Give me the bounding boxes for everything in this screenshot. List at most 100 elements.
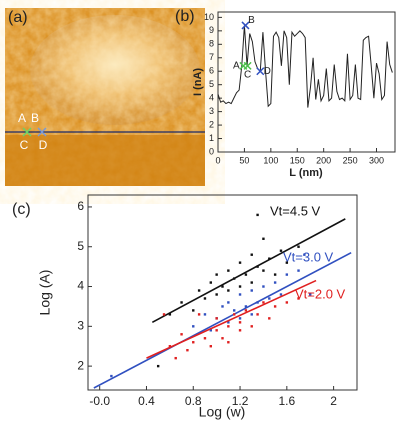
y-tick-label: 2 [209, 119, 214, 129]
scatter-point [244, 309, 248, 312]
scatter-point [238, 317, 242, 320]
cross [243, 61, 252, 70]
scatter-point [197, 313, 201, 316]
y-axis-label: I (nA) [192, 68, 204, 96]
y-tick-label: 4 [209, 93, 214, 103]
scatter-point [209, 329, 213, 332]
panel-label: (b) [175, 8, 195, 25]
y-tick-label: 8 [209, 39, 214, 49]
fit-line [146, 279, 317, 359]
scatter-point [273, 273, 277, 276]
marker-label: C [20, 138, 29, 152]
scatter-point [285, 261, 289, 264]
x-tick-label: -0.0 [89, 394, 110, 408]
scatter-point [238, 329, 242, 332]
series-label: Vt=4.5 V [270, 203, 321, 218]
scatter-point [285, 301, 289, 304]
scatter-point [192, 309, 195, 312]
y-tick-label: 10 [204, 12, 214, 22]
y-tick-label: 6 [209, 66, 214, 76]
scatter-point [180, 301, 183, 304]
scatter-point [268, 257, 271, 260]
scatter-point [238, 261, 242, 264]
x-tick-label: 0 [215, 155, 220, 165]
scatter-point [250, 281, 253, 284]
scatter-point [215, 329, 218, 332]
x-tick-label: 0.4 [138, 394, 155, 408]
scatter-point [221, 305, 224, 308]
y-tick-label: 0 [209, 146, 214, 156]
y-tick-label: 7 [209, 52, 214, 62]
cross [241, 21, 250, 30]
scatter-point [227, 301, 230, 304]
y-tick-label: 4 [77, 279, 84, 293]
scatter-point [227, 325, 230, 328]
y-tick-label: 5 [77, 239, 84, 253]
scatter-point [244, 273, 248, 276]
x-tick-label: 1.6 [278, 394, 295, 408]
scatter-point [209, 281, 213, 284]
scatter-point [250, 313, 253, 316]
scatter-point [238, 293, 242, 296]
point-label: A [233, 60, 240, 71]
scatter-point [215, 293, 218, 296]
y-tick-label: 5 [209, 79, 214, 89]
scatter-point [250, 325, 253, 328]
x-axis-label: Log (w) [199, 404, 246, 420]
y-tick-label: 3 [209, 106, 214, 116]
scatter-point [168, 345, 172, 348]
scatter-point [209, 345, 213, 348]
scatter-point [203, 297, 207, 300]
marker-label: A [18, 111, 26, 125]
scatter-point [203, 337, 207, 340]
x-tick-label: 1.2 [232, 394, 249, 408]
x-axis-label: L (nm) [289, 167, 323, 179]
x-tick-label: 300 [369, 155, 384, 165]
scatter-point [250, 253, 253, 256]
scatter-point [303, 253, 306, 256]
scatter-point [297, 245, 300, 248]
y-tick-label: 2 [77, 358, 84, 372]
scatter-point [215, 273, 218, 276]
scatter-point [174, 356, 177, 360]
scatter-point [215, 317, 218, 320]
scatter-point [262, 237, 265, 240]
scatter-point [221, 337, 224, 340]
scatter-point [238, 321, 242, 324]
scatter-point [279, 249, 283, 252]
plot-frame [87, 194, 358, 391]
scatter-point [186, 349, 189, 352]
y-tick-label: 1 [209, 133, 214, 143]
scatter-point [273, 305, 277, 308]
scatter-point [156, 364, 160, 368]
x-tick-label: 200 [316, 155, 331, 165]
series-label: Vt=2.0 V [295, 286, 346, 301]
scatter-point [162, 313, 166, 316]
scatter-point [203, 313, 207, 316]
point-label: C [244, 69, 251, 80]
x-tick-label: 0.8 [185, 394, 202, 408]
plot-frame [217, 11, 396, 153]
marker-label: B [31, 111, 39, 125]
x-tick-label: 50 [239, 155, 249, 165]
scatter-point [250, 289, 253, 292]
point-marker [243, 61, 252, 70]
scatter-point [268, 317, 271, 320]
scatter-point [268, 297, 271, 300]
point-marker [256, 67, 265, 76]
x-tick-label: 100 [263, 155, 278, 165]
scatter-point [273, 281, 277, 284]
scatter-point [262, 269, 265, 272]
scatter-point [221, 285, 224, 288]
marker-label: D [39, 138, 48, 152]
scatter-point [297, 269, 300, 272]
scatter-point [197, 289, 201, 292]
scatter-point [180, 333, 183, 336]
y-tick-label: 9 [209, 25, 214, 35]
scatter-point [232, 309, 236, 312]
x-tick-label: 250 [343, 155, 358, 165]
scatter-point [227, 289, 230, 292]
scatter-point [168, 313, 172, 316]
cross [256, 67, 265, 76]
